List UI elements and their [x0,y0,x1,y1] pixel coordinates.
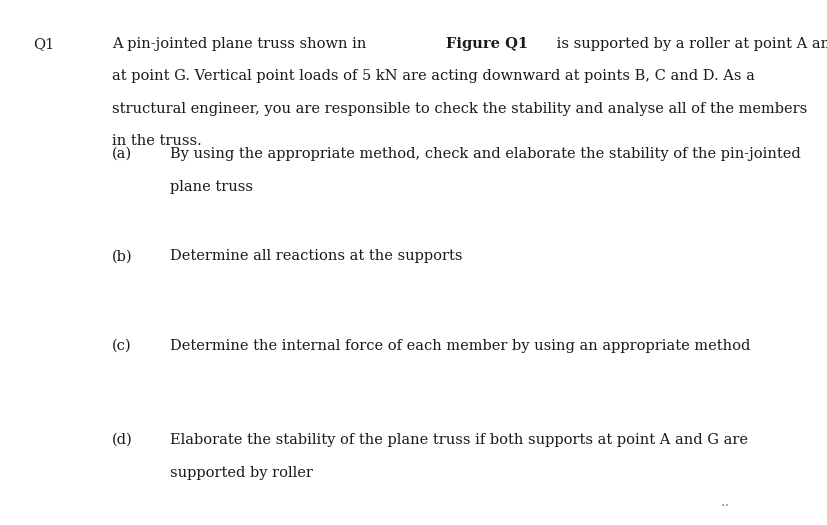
Text: Figure Q1: Figure Q1 [446,37,528,51]
Text: plane truss: plane truss [170,180,252,194]
Text: is supported by a roller at point A and pinned: is supported by a roller at point A and … [552,37,827,51]
Text: (b): (b) [112,249,132,264]
Text: in the truss.: in the truss. [112,134,201,149]
Text: Determine all reactions at the supports: Determine all reactions at the supports [170,249,461,264]
Text: supported by roller: supported by roller [170,466,313,480]
Text: at point G. Vertical point loads of 5 kN are acting downward at points B, C and : at point G. Vertical point loads of 5 kN… [112,69,753,83]
Text: Elaborate the stability of the plane truss if both supports at point A and G are: Elaborate the stability of the plane tru… [170,433,747,447]
Text: (d): (d) [112,433,132,447]
Text: ..: .. [719,495,729,509]
Text: (a): (a) [112,147,131,161]
Text: (c): (c) [112,339,131,353]
Text: By using the appropriate method, check and elaborate the stability of the pin-jo: By using the appropriate method, check a… [170,147,800,161]
Text: Determine the internal force of each member by using an appropriate method: Determine the internal force of each mem… [170,339,749,353]
Text: structural engineer, you are responsible to check the stability and analyse all : structural engineer, you are responsible… [112,102,806,116]
Text: Q1: Q1 [33,37,55,51]
Text: A pin-jointed plane truss shown in: A pin-jointed plane truss shown in [112,37,370,51]
